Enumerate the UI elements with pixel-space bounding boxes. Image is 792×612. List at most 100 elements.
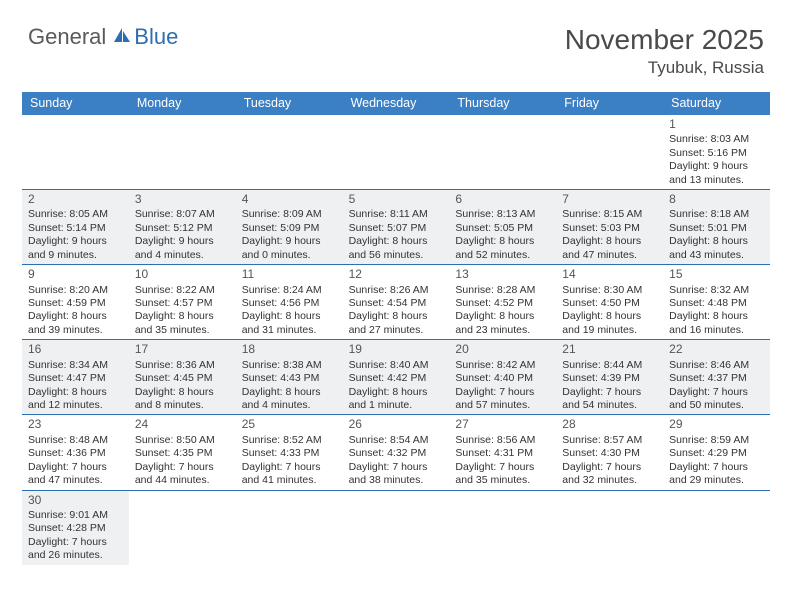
calendar-row: 9Sunrise: 8:20 AMSunset: 4:59 PMDaylight… bbox=[22, 265, 770, 340]
cell-line-sunset: Sunset: 4:47 PM bbox=[28, 372, 123, 385]
month-title: November 2025 bbox=[565, 24, 764, 56]
cell-line-sunset: Sunset: 4:54 PM bbox=[349, 297, 444, 310]
cell-line-sunset: Sunset: 5:12 PM bbox=[135, 222, 230, 235]
calendar-cell bbox=[129, 115, 236, 190]
cell-line-daylight1: Daylight: 8 hours bbox=[242, 386, 337, 399]
cell-line-daylight1: Daylight: 8 hours bbox=[242, 310, 337, 323]
cell-line-daylight2: and 38 minutes. bbox=[349, 474, 444, 487]
cell-line-daylight2: and 27 minutes. bbox=[349, 324, 444, 337]
day-number: 3 bbox=[135, 192, 230, 207]
day-number: 8 bbox=[669, 192, 764, 207]
cell-line-sunset: Sunset: 4:48 PM bbox=[669, 297, 764, 310]
calendar-cell: 27Sunrise: 8:56 AMSunset: 4:31 PMDayligh… bbox=[449, 415, 556, 490]
calendar-cell: 3Sunrise: 8:07 AMSunset: 5:12 PMDaylight… bbox=[129, 190, 236, 265]
calendar-cell: 6Sunrise: 8:13 AMSunset: 5:05 PMDaylight… bbox=[449, 190, 556, 265]
location: Tyubuk, Russia bbox=[565, 58, 764, 78]
cell-line-sunset: Sunset: 5:14 PM bbox=[28, 222, 123, 235]
cell-line-daylight1: Daylight: 7 hours bbox=[28, 536, 123, 549]
day-number: 18 bbox=[242, 342, 337, 357]
calendar-row: 1Sunrise: 8:03 AMSunset: 5:16 PMDaylight… bbox=[22, 115, 770, 190]
cell-line-sunrise: Sunrise: 8:44 AM bbox=[562, 359, 657, 372]
cell-line-sunrise: Sunrise: 8:50 AM bbox=[135, 434, 230, 447]
cell-line-daylight2: and 41 minutes. bbox=[242, 474, 337, 487]
cell-line-daylight2: and 47 minutes. bbox=[28, 474, 123, 487]
cell-line-sunset: Sunset: 5:01 PM bbox=[669, 222, 764, 235]
day-number: 21 bbox=[562, 342, 657, 357]
cell-line-daylight2: and 31 minutes. bbox=[242, 324, 337, 337]
cell-line-sunset: Sunset: 5:09 PM bbox=[242, 222, 337, 235]
cell-line-sunrise: Sunrise: 8:56 AM bbox=[455, 434, 550, 447]
cell-line-sunrise: Sunrise: 8:22 AM bbox=[135, 284, 230, 297]
cell-line-sunset: Sunset: 4:52 PM bbox=[455, 297, 550, 310]
cell-line-daylight2: and 43 minutes. bbox=[669, 249, 764, 262]
calendar-cell: 28Sunrise: 8:57 AMSunset: 4:30 PMDayligh… bbox=[556, 415, 663, 490]
cell-line-daylight2: and 1 minute. bbox=[349, 399, 444, 412]
cell-line-daylight2: and 29 minutes. bbox=[669, 474, 764, 487]
calendar-cell: 10Sunrise: 8:22 AMSunset: 4:57 PMDayligh… bbox=[129, 265, 236, 340]
calendar-cell bbox=[236, 115, 343, 190]
cell-line-sunrise: Sunrise: 8:05 AM bbox=[28, 208, 123, 221]
day-number: 10 bbox=[135, 267, 230, 282]
cell-line-daylight1: Daylight: 7 hours bbox=[349, 461, 444, 474]
cell-line-daylight2: and 56 minutes. bbox=[349, 249, 444, 262]
cell-line-sunrise: Sunrise: 8:52 AM bbox=[242, 434, 337, 447]
calendar-row: 30Sunrise: 9:01 AMSunset: 4:28 PMDayligh… bbox=[22, 491, 770, 565]
calendar-day-header: Sunday Monday Tuesday Wednesday Thursday… bbox=[22, 92, 770, 115]
day-number: 28 bbox=[562, 417, 657, 432]
cell-line-sunset: Sunset: 4:32 PM bbox=[349, 447, 444, 460]
cell-line-daylight1: Daylight: 7 hours bbox=[242, 461, 337, 474]
calendar-cell: 7Sunrise: 8:15 AMSunset: 5:03 PMDaylight… bbox=[556, 190, 663, 265]
calendar-cell bbox=[449, 115, 556, 190]
calendar-cell bbox=[236, 491, 343, 565]
cell-line-sunset: Sunset: 4:37 PM bbox=[669, 372, 764, 385]
cell-line-daylight1: Daylight: 8 hours bbox=[349, 235, 444, 248]
calendar-cell: 8Sunrise: 8:18 AMSunset: 5:01 PMDaylight… bbox=[663, 190, 770, 265]
day-number: 14 bbox=[562, 267, 657, 282]
calendar-row: 2Sunrise: 8:05 AMSunset: 5:14 PMDaylight… bbox=[22, 190, 770, 265]
day-number: 6 bbox=[455, 192, 550, 207]
cell-line-daylight2: and 26 minutes. bbox=[28, 549, 123, 562]
cell-line-daylight1: Daylight: 7 hours bbox=[562, 461, 657, 474]
cell-line-daylight2: and 12 minutes. bbox=[28, 399, 123, 412]
cell-line-daylight1: Daylight: 8 hours bbox=[28, 386, 123, 399]
cell-line-sunset: Sunset: 5:07 PM bbox=[349, 222, 444, 235]
day-header-thursday: Thursday bbox=[449, 92, 556, 115]
cell-line-sunrise: Sunrise: 8:59 AM bbox=[669, 434, 764, 447]
calendar-cell: 29Sunrise: 8:59 AMSunset: 4:29 PMDayligh… bbox=[663, 415, 770, 490]
cell-line-sunset: Sunset: 4:45 PM bbox=[135, 372, 230, 385]
logo: General Blue bbox=[28, 24, 178, 50]
cell-line-daylight2: and 57 minutes. bbox=[455, 399, 550, 412]
calendar-cell: 16Sunrise: 8:34 AMSunset: 4:47 PMDayligh… bbox=[22, 340, 129, 415]
day-number: 17 bbox=[135, 342, 230, 357]
cell-line-sunrise: Sunrise: 8:07 AM bbox=[135, 208, 230, 221]
calendar: Sunday Monday Tuesday Wednesday Thursday… bbox=[22, 92, 770, 565]
calendar-cell: 4Sunrise: 8:09 AMSunset: 5:09 PMDaylight… bbox=[236, 190, 343, 265]
cell-line-daylight1: Daylight: 9 hours bbox=[28, 235, 123, 248]
cell-line-daylight2: and 32 minutes. bbox=[562, 474, 657, 487]
calendar-cell bbox=[449, 491, 556, 565]
cell-line-sunrise: Sunrise: 8:42 AM bbox=[455, 359, 550, 372]
calendar-cell bbox=[556, 491, 663, 565]
day-header-wednesday: Wednesday bbox=[343, 92, 450, 115]
page-header: General Blue November 2025 Tyubuk, Russi… bbox=[0, 0, 792, 86]
calendar-cell: 15Sunrise: 8:32 AMSunset: 4:48 PMDayligh… bbox=[663, 265, 770, 340]
cell-line-sunrise: Sunrise: 8:48 AM bbox=[28, 434, 123, 447]
day-header-monday: Monday bbox=[129, 92, 236, 115]
cell-line-sunset: Sunset: 4:56 PM bbox=[242, 297, 337, 310]
cell-line-daylight1: Daylight: 8 hours bbox=[28, 310, 123, 323]
day-number: 29 bbox=[669, 417, 764, 432]
cell-line-daylight2: and 16 minutes. bbox=[669, 324, 764, 337]
cell-line-daylight2: and 35 minutes. bbox=[135, 324, 230, 337]
cell-line-daylight1: Daylight: 8 hours bbox=[349, 386, 444, 399]
cell-line-sunset: Sunset: 4:50 PM bbox=[562, 297, 657, 310]
cell-line-sunrise: Sunrise: 8:09 AM bbox=[242, 208, 337, 221]
day-number: 24 bbox=[135, 417, 230, 432]
calendar-cell: 12Sunrise: 8:26 AMSunset: 4:54 PMDayligh… bbox=[343, 265, 450, 340]
cell-line-daylight1: Daylight: 7 hours bbox=[28, 461, 123, 474]
cell-line-sunrise: Sunrise: 8:57 AM bbox=[562, 434, 657, 447]
day-header-tuesday: Tuesday bbox=[236, 92, 343, 115]
cell-line-sunrise: Sunrise: 9:01 AM bbox=[28, 509, 123, 522]
sail-icon bbox=[112, 26, 132, 49]
cell-line-daylight2: and 54 minutes. bbox=[562, 399, 657, 412]
day-number: 27 bbox=[455, 417, 550, 432]
